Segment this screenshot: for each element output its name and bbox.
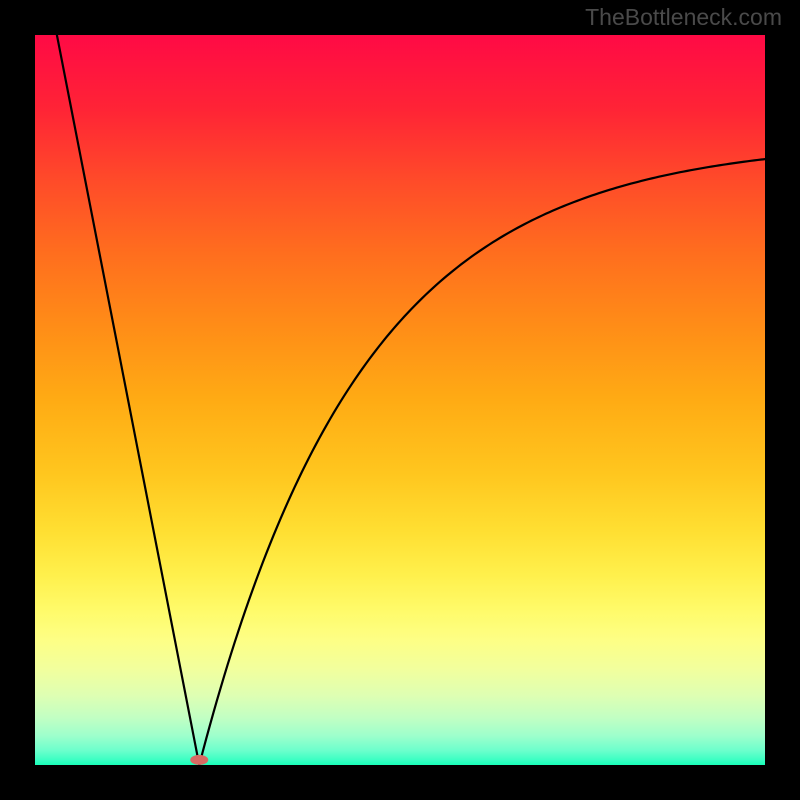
chart-container: TheBottleneck.com xyxy=(0,0,800,800)
plot-background-gradient xyxy=(35,35,765,765)
bottleneck-chart xyxy=(0,0,800,800)
optimum-marker xyxy=(190,755,208,765)
watermark-label: TheBottleneck.com xyxy=(585,4,782,31)
